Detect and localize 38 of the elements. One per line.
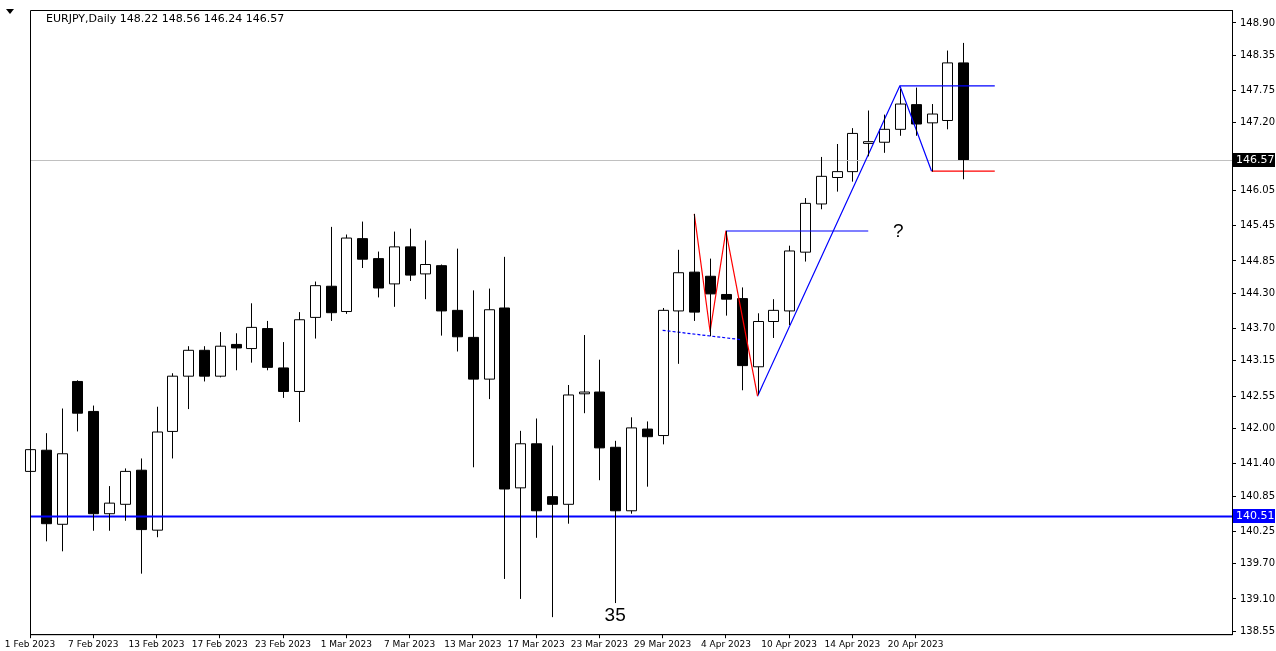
- chart-title: EURJPY,Daily 148.22 148.56 146.24 146.57: [46, 11, 285, 25]
- y-tick-label: 142.55: [1240, 389, 1275, 401]
- y-tick-label: 145.45: [1240, 219, 1275, 231]
- x-tick-label: 13 Mar 2023: [444, 638, 502, 649]
- y-tick-label: 147.20: [1240, 116, 1275, 128]
- y-tick-label: 147.75: [1240, 84, 1275, 96]
- annotation: 35: [604, 603, 626, 625]
- annotation: ?: [893, 219, 904, 241]
- x-tick-label: 29 Mar 2023: [634, 638, 692, 649]
- y-tick-label: 138.55: [1240, 624, 1275, 636]
- y-tick-label: 144.85: [1240, 254, 1275, 266]
- y-tick-label: 140.25: [1240, 524, 1275, 536]
- x-tick-label: 7 Mar 2023: [383, 638, 436, 649]
- x-tick-label: 20 Apr 2023: [887, 638, 944, 649]
- x-tick-label: 23 Mar 2023: [570, 638, 628, 649]
- y-tick-label: 144.30: [1240, 286, 1275, 298]
- y-tick-label: 148.90: [1240, 16, 1275, 28]
- x-tick-label: 17 Feb 2023: [191, 638, 248, 649]
- x-tick-label: 4 Apr 2023: [700, 638, 751, 649]
- ref-line-label: 146.57: [1236, 152, 1275, 166]
- x-tick-label: 7 Feb 2023: [68, 638, 119, 649]
- x-tick-label: 10 Apr 2023: [761, 638, 817, 649]
- y-tick-label: 146.05: [1240, 184, 1275, 196]
- x-tick-label: 23 Feb 2023: [255, 638, 312, 649]
- x-tick-label: 17 Mar 2023: [507, 638, 565, 649]
- y-tick-label: 139.70: [1240, 557, 1275, 569]
- y-tick-label: 143.15: [1240, 354, 1275, 366]
- x-tick-label: 1 Feb 2023: [4, 638, 56, 649]
- y-tick-label: 148.35: [1240, 48, 1275, 60]
- x-tick-label: 14 Apr 2023: [824, 638, 881, 649]
- ref-line-label: 140.51: [1236, 508, 1275, 522]
- y-tick-label: 141.40: [1240, 457, 1275, 469]
- x-tick-label: 13 Feb 2023: [128, 638, 185, 649]
- y-tick-label: 139.10: [1240, 592, 1275, 604]
- y-tick-label: 140.85: [1240, 489, 1275, 501]
- y-tick-label: 142.00: [1240, 422, 1275, 434]
- y-tick-label: 143.70: [1240, 322, 1275, 334]
- x-tick-label: 1 Mar 2023: [320, 638, 372, 649]
